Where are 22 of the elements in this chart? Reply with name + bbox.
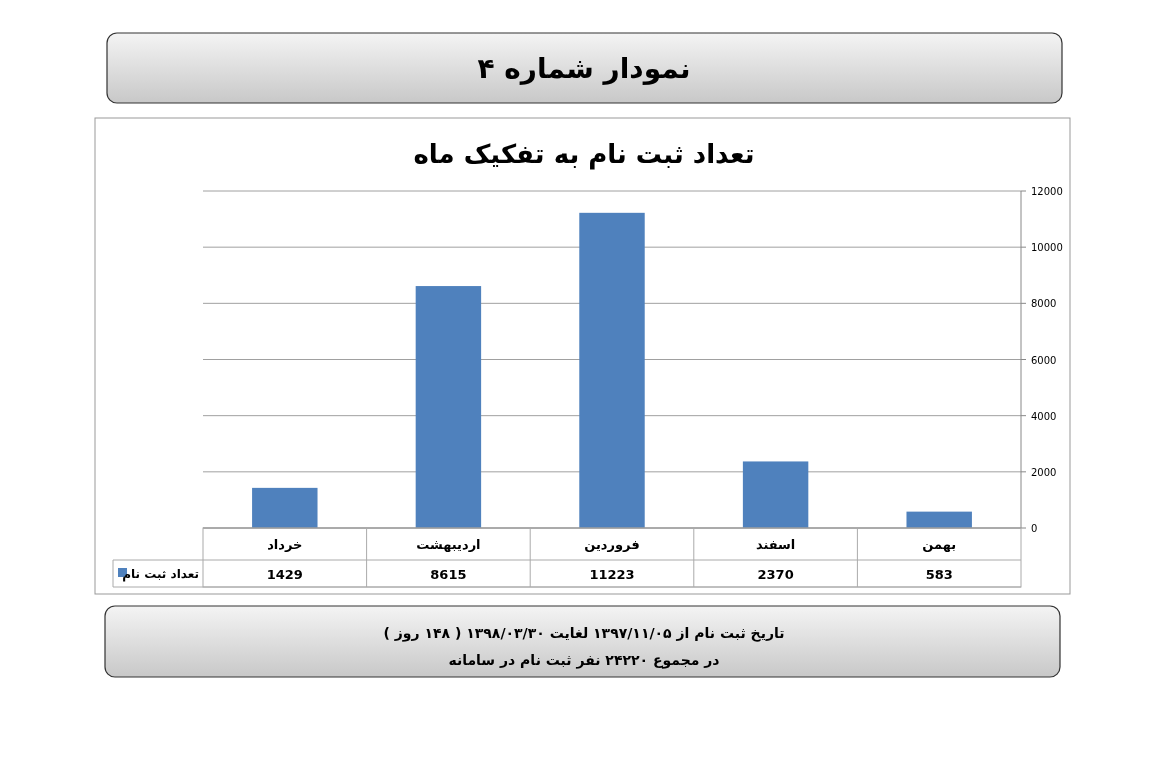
y-tick-label: 0 xyxy=(1031,523,1038,534)
y-tick-label: 8000 xyxy=(1031,298,1057,310)
text: تاریخ ثبت نام از ۱۳۹۷/۱۱/۰۵ لغایت ۱۳۹۸/۰۳/۳۰ ( ۱۴۸ روز ) xyxy=(383,625,785,642)
data-label: 11223 xyxy=(589,567,635,582)
y-tick-label: 2000 xyxy=(1031,466,1057,478)
data-label: 8615 xyxy=(430,567,467,582)
y-tick-label: 10000 xyxy=(1031,242,1063,254)
data-label: 1429 xyxy=(266,567,303,582)
x-tick-label: اسفند xyxy=(755,537,796,552)
y-tick-label: 12000 xyxy=(1031,186,1063,197)
x-tick-label: بهمن xyxy=(922,537,957,552)
x-tick-label: خرداد xyxy=(267,537,303,552)
y-tick-label: 6000 xyxy=(1031,354,1057,366)
data-label: 2370 xyxy=(757,567,794,582)
text: نمودار شماره ۴ xyxy=(477,52,691,85)
chart-title: تعداد ثبت نام به تفکیک ماه xyxy=(413,139,755,170)
x-tick-label: فروردین xyxy=(584,537,640,552)
x-tick-label: اردیبهشت xyxy=(416,537,481,552)
legend-label: تعداد ثبت نام xyxy=(122,567,199,582)
y-tick-label: 4000 xyxy=(1031,410,1057,422)
data-label: 583 xyxy=(925,567,953,582)
text: در مجموع ۲۴۲۲۰ نفر ثبت نام در سامانه xyxy=(448,652,720,669)
